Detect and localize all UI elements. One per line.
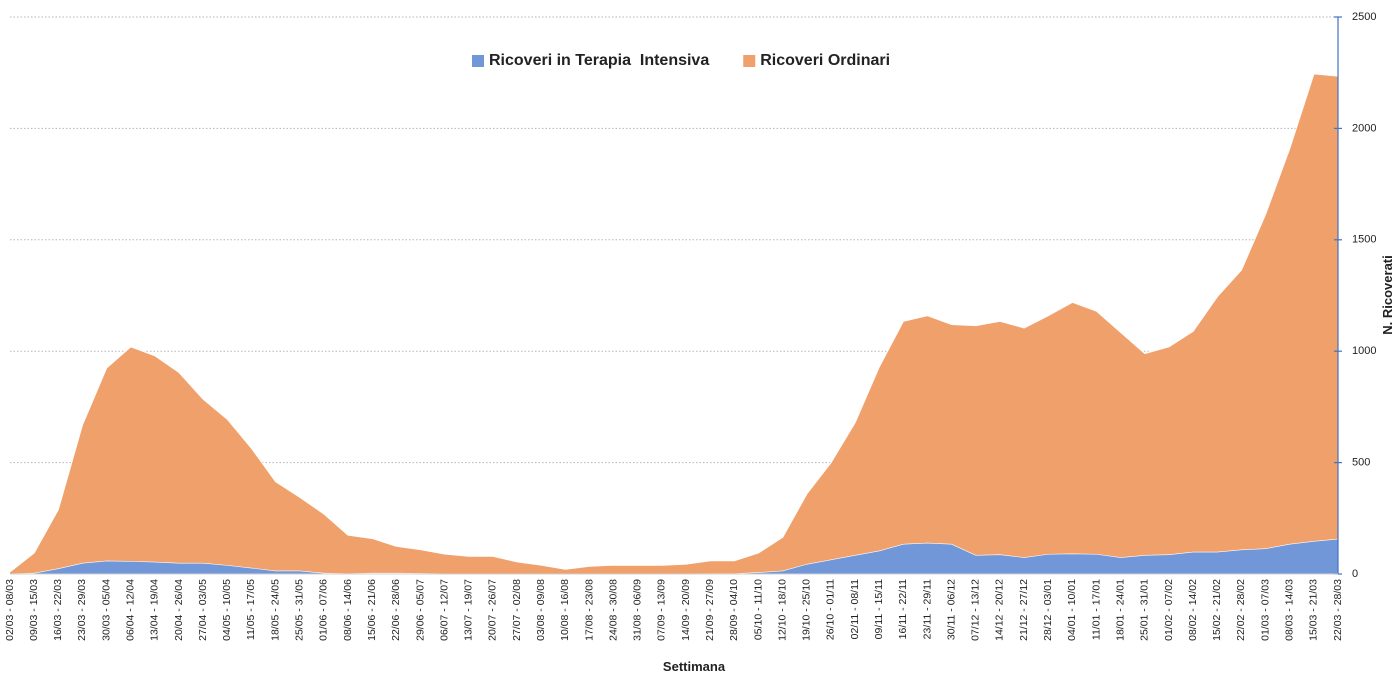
x-tick-label: 12/10 - 18/10 xyxy=(776,579,788,641)
x-tick-label: 15/06 - 21/06 xyxy=(366,579,378,641)
x-tick-label: 14/09 - 20/09 xyxy=(680,579,692,641)
x-tick-label: 18/01 - 24/01 xyxy=(1114,579,1126,641)
x-tick-label: 30/11 - 06/12 xyxy=(945,579,957,640)
y-tick-label: 500 xyxy=(1352,457,1370,469)
legend-swatch xyxy=(472,55,484,67)
area-edge xyxy=(9,73,1339,573)
legend-swatch xyxy=(743,55,756,67)
x-tick-label: 07/09 - 13/09 xyxy=(656,579,668,641)
legend: Ricoveri in Terapia Intensiva Ricoveri Or… xyxy=(472,52,890,69)
x-tick-label: 13/07 - 19/07 xyxy=(463,579,475,641)
x-tick-label: 24/08 - 30/08 xyxy=(607,579,619,641)
x-tick-label: 18/05 - 24/05 xyxy=(269,579,281,641)
x-tick-label: 31/08 - 06/09 xyxy=(632,579,644,641)
x-tick-label: 15/02 - 21/02 xyxy=(1211,579,1223,641)
x-tick-label: 06/07 - 12/07 xyxy=(438,579,450,641)
x-axis-title: Settimana xyxy=(663,659,726,674)
x-tick-label: 22/03 - 28/03 xyxy=(1332,579,1344,641)
x-tick-label: 02/03 - 08/03 xyxy=(4,579,16,641)
x-tick-label: 25/05 - 31/05 xyxy=(294,579,306,641)
x-tick-label: 02/11 - 08/11 xyxy=(849,579,861,639)
y-tick-label: 1000 xyxy=(1352,345,1376,357)
x-tick-label: 23/11 - 29/11 xyxy=(921,579,933,639)
legend-label: Ricoveri in Terapia Intensiva xyxy=(489,52,709,69)
x-tick-label: 20/04 - 26/04 xyxy=(173,579,185,641)
x-tick-label: 07/12 - 13/12 xyxy=(970,579,982,641)
x-tick-label: 09/03 - 15/03 xyxy=(28,579,40,641)
x-tick-label: 04/01 - 10/01 xyxy=(1066,579,1078,641)
x-tick-label: 08/06 - 14/06 xyxy=(342,579,354,641)
x-tick-label: 28/12 - 03/01 xyxy=(1042,579,1054,641)
x-tick-label: 19/10 - 25/10 xyxy=(801,579,813,641)
x-tick-label: 17/08 - 23/08 xyxy=(583,579,595,641)
y-axis-title: N. Ricoverati xyxy=(1380,255,1395,334)
area xyxy=(10,73,1338,574)
x-tick-label: 15/03 - 21/03 xyxy=(1308,579,1320,641)
x-tick-label: 13/04 - 19/04 xyxy=(149,579,161,641)
area xyxy=(10,538,1338,574)
x-tick-label: 06/04 - 12/04 xyxy=(125,579,137,641)
y-tick-label: 2000 xyxy=(1352,122,1376,134)
x-tick-label: 21/09 - 27/09 xyxy=(704,579,716,641)
y-tick-label: 2500 xyxy=(1352,11,1376,23)
x-tick-label: 16/11 - 22/11 xyxy=(897,579,909,639)
x-tick-label: 08/03 - 14/03 xyxy=(1283,579,1295,641)
x-tick-label: 28/09 - 04/10 xyxy=(728,579,740,641)
x-tick-label: 22/06 - 28/06 xyxy=(390,579,402,641)
x-tick-label: 25/01 - 31/01 xyxy=(1139,579,1151,641)
x-tick-label: 03/08 - 09/08 xyxy=(535,579,547,641)
x-tick-label: 16/03 - 22/03 xyxy=(52,579,64,641)
x-tick-label: 10/08 - 16/08 xyxy=(559,579,571,641)
x-tick-label: 09/11 - 15/11 xyxy=(873,579,885,639)
x-tick-label: 11/05 - 17/05 xyxy=(245,579,257,640)
x-tick-label: 23/03 - 29/03 xyxy=(76,579,88,641)
x-tick-label: 22/02 - 28/02 xyxy=(1235,579,1247,641)
x-tick-label: 01/02 - 07/02 xyxy=(1163,579,1175,641)
x-tick-label: 29/06 - 05/07 xyxy=(414,579,426,641)
x-tick-label: 27/04 - 03/05 xyxy=(197,579,209,641)
x-tick-label: 04/05 - 10/05 xyxy=(221,579,233,641)
x-tick-label: 08/02 - 14/02 xyxy=(1187,579,1199,641)
x-tick-label: 30/03 - 05/04 xyxy=(100,579,112,641)
x-tick-label: 01/03 - 07/03 xyxy=(1259,579,1271,641)
x-tick-label: 21/12 - 27/12 xyxy=(1018,579,1030,641)
x-tick-label: 27/07 - 02/08 xyxy=(511,579,523,641)
x-tick-label: 26/10 - 01/11 xyxy=(825,579,837,640)
y-tick-label: 1500 xyxy=(1352,234,1376,246)
x-tick-label: 14/12 - 20/12 xyxy=(994,579,1006,641)
legend-label: Ricoveri Ordinari xyxy=(760,52,890,69)
x-tick-label: 05/10 - 11/10 xyxy=(752,579,764,640)
x-tick-label: 20/07 - 26/07 xyxy=(487,579,499,641)
x-tick-label: 11/01 - 17/01 xyxy=(1090,579,1102,640)
y-tick-label: 0 xyxy=(1352,568,1358,580)
x-tick-label: 01/06 - 07/06 xyxy=(318,579,330,641)
